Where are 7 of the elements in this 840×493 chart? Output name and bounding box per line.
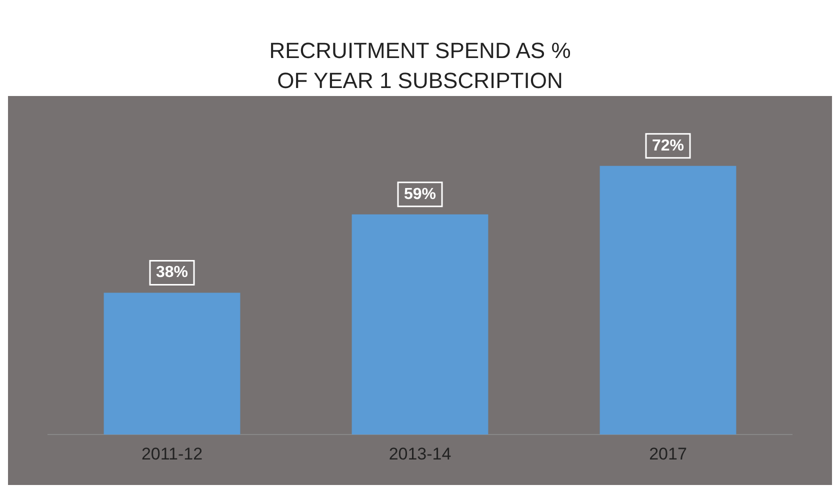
x-tick-label: 2017	[649, 444, 687, 464]
data-label: 59%	[404, 186, 436, 203]
data-label: 38%	[156, 264, 188, 282]
chart-title: RECRUITMENT SPEND AS % OF YEAR 1 SUBSCRIPTION	[268, 37, 572, 95]
x-tick-label: 2011-12	[141, 444, 203, 464]
x-tick-label: 2013-14	[388, 444, 452, 464]
data-label: 72%	[652, 137, 684, 154]
